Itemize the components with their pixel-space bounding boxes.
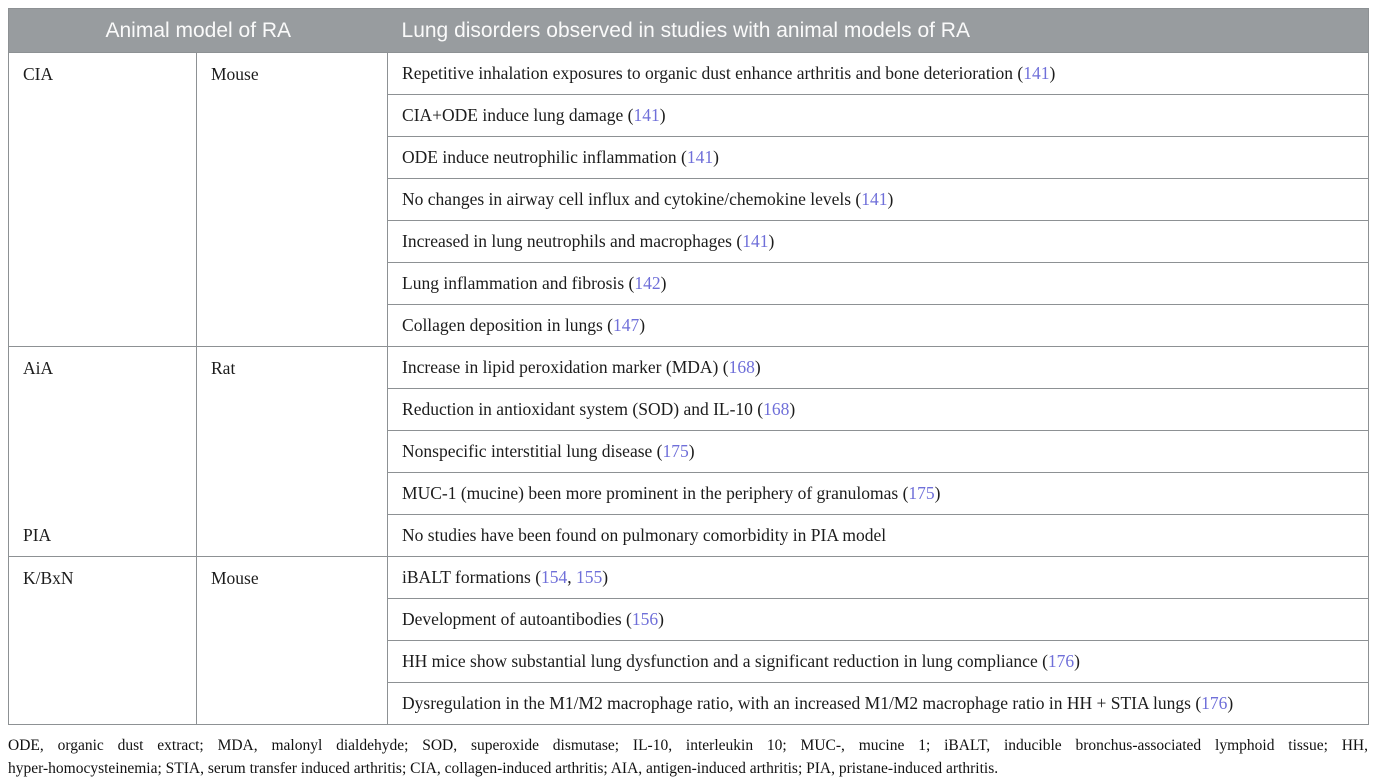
disorder-text: MUC-1 (mucine) been more prominent in th… [402,483,909,503]
disorder-text: ) [658,609,664,629]
disorder-text: Dysregulation in the M1/M2 macrophage ra… [402,693,1202,713]
table-row: K/BxN Mouse iBALT formations (154, 155) [8,556,1370,725]
table-row: Development of autoantibodies (156) [9,598,1370,641]
citation-link[interactable]: 141 [742,231,769,251]
disorder-cell: ODE induce neutrophilic inflammation (14… [387,136,1370,179]
disorder-text: Collagen deposition in lungs ( [402,315,613,335]
citation-link[interactable]: 142 [634,273,661,293]
citation-link[interactable]: 175 [908,483,935,503]
table-row: Nonspecific interstitial lung disease (1… [9,430,1370,473]
table-row: Collagen deposition in lungs (147) [9,304,1370,347]
model-label: AiA [23,358,54,378]
table-row: HH mice show substantial lung dysfunctio… [9,640,1370,683]
disorder-cell: Dysregulation in the M1/M2 macrophage ra… [387,682,1370,725]
table-row: Reduction in antioxidant system (SOD) an… [9,388,1370,431]
species-cell: Mouse [195,52,389,347]
table-row: CIA+ODE induce lung damage (141) [9,94,1370,137]
citation-link[interactable]: 147 [612,315,640,335]
citation-link[interactable]: 141 [633,105,660,125]
model-cell-aia-pia: AiA PIA [8,346,197,557]
header-animal-model: Animal model of RA [8,8,388,53]
disorder-text: ) [768,231,775,251]
citation-link[interactable]: 168 [728,357,755,377]
disorder-text: ) [688,441,695,461]
disorder-cell: Increase in lipid peroxidation marker (M… [387,346,1370,389]
disorder-cell: Repetitive inhalation exposures to organ… [387,52,1370,95]
disorder-text: Increased in lung neutrophils and macrop… [402,231,743,251]
table-row: ODE induce neutrophilic inflammation (14… [9,136,1370,179]
disorder-text: ) [713,147,719,167]
citation-link[interactable]: 141 [1023,63,1050,83]
footnote-line-1: ODE, organic dust extract; MDA, malonyl … [8,737,1368,754]
disorder-text: No studies have been found on pulmonary … [402,525,887,545]
table-row: Increased in lung neutrophils and macrop… [9,220,1370,263]
disorder-text: CIA+ODE induce lung damage ( [402,105,634,125]
disorder-cell: No studies have been found on pulmonary … [387,514,1370,557]
disorder-text: ) [1049,63,1056,83]
table-row: AiA PIA Rat Increase in lipid peroxidati… [8,346,1370,557]
disorder-cell: MUC-1 (mucine) been more prominent in th… [387,472,1370,515]
disorder-cell: iBALT formations (154, 155) [387,556,1370,599]
disorder-cell: Lung inflammation and fibrosis (142) [387,262,1370,305]
disorder-cell: Collagen deposition in lungs (147) [387,304,1370,347]
disorder-text: ) [789,399,796,419]
disorder-text: ) [659,105,666,125]
citation-link[interactable]: 141 [861,189,888,209]
table-row: Lung inflammation and fibrosis (142) [9,262,1370,305]
footnote-line-2: hyper-homocysteinemia; STIA, serum trans… [8,760,999,777]
citation-link[interactable]: 176 [1201,693,1228,713]
model-label: CIA [23,64,54,84]
model-cell-kbxn: K/BxN [8,556,197,725]
citation-link[interactable]: 175 [662,441,689,461]
citation-link[interactable]: 168 [763,399,790,419]
citation-link[interactable]: 176 [1047,651,1075,671]
disorder-text: ) [887,189,894,209]
disorder-text: iBALT formations ( [402,567,542,587]
disorder-text: ) [639,315,646,335]
disorder-text: Lung inflammation and fibrosis ( [402,273,635,293]
disorder-text: No changes in airway cell influx and cyt… [402,189,862,209]
disorder-cell: CIA+ODE induce lung damage (141) [387,94,1370,137]
species-cell: Mouse [195,556,389,725]
citation-link[interactable]: 154 [541,567,568,587]
disorder-text: Development of autoantibodies ( [402,609,632,629]
disorder-text: ) [602,567,609,587]
disorder-text: ) [660,273,667,293]
disorder-cell: No changes in airway cell influx and cyt… [387,178,1370,221]
citation-link[interactable]: 155 [576,567,603,587]
disorder-cell: Increased in lung neutrophils and macrop… [387,220,1370,263]
disorder-text: ODE induce neutrophilic inflammation ( [402,147,687,167]
disorder-cell: Reduction in antioxidant system (SOD) an… [387,388,1370,431]
animal-models-table: Animal model of RA Lung disorders observ… [8,8,1370,725]
model-cell-cia: CIA [8,52,197,347]
disorder-text: Increase in lipid peroxidation marker (M… [402,357,729,377]
disorder-text: ) [754,357,761,377]
disorder-text: ) [1227,693,1234,713]
disorder-text: ) [1074,651,1080,671]
table-header: Animal model of RA Lung disorders observ… [8,8,1369,53]
model-label: K/BxN [23,568,74,588]
species-cell: Rat [195,346,389,557]
citation-link[interactable]: 141 [686,147,714,167]
header-lung-disorders: Lung disorders observed in studies with … [387,8,1369,53]
table-row: No changes in airway cell influx and cyt… [9,178,1370,221]
citation-link[interactable]: 156 [631,609,659,629]
disorder-cell: HH mice show substantial lung dysfunctio… [387,640,1370,683]
table-row: CIA Mouse Repetitive inhalation exposure… [8,52,1370,347]
disorder-text: Reduction in antioxidant system (SOD) an… [402,399,764,419]
disorder-text: , [567,567,577,587]
disorder-cell: Development of autoantibodies (156) [387,598,1370,641]
disorder-text: Repetitive inhalation exposures to organ… [402,63,1024,83]
table-row: MUC-1 (mucine) been more prominent in th… [9,472,1370,515]
disorder-text: ) [934,483,941,503]
disorder-text: Nonspecific interstitial lung disease ( [402,441,663,461]
model-label-secondary: PIA [23,525,52,545]
table-row: Dysregulation in the M1/M2 macrophage ra… [9,682,1370,725]
table-footnote: ODE, organic dust extract; MDA, malonyl … [8,734,1368,780]
disorder-text: HH mice show substantial lung dysfunctio… [402,651,1048,671]
disorder-cell: Nonspecific interstitial lung disease (1… [387,430,1370,473]
